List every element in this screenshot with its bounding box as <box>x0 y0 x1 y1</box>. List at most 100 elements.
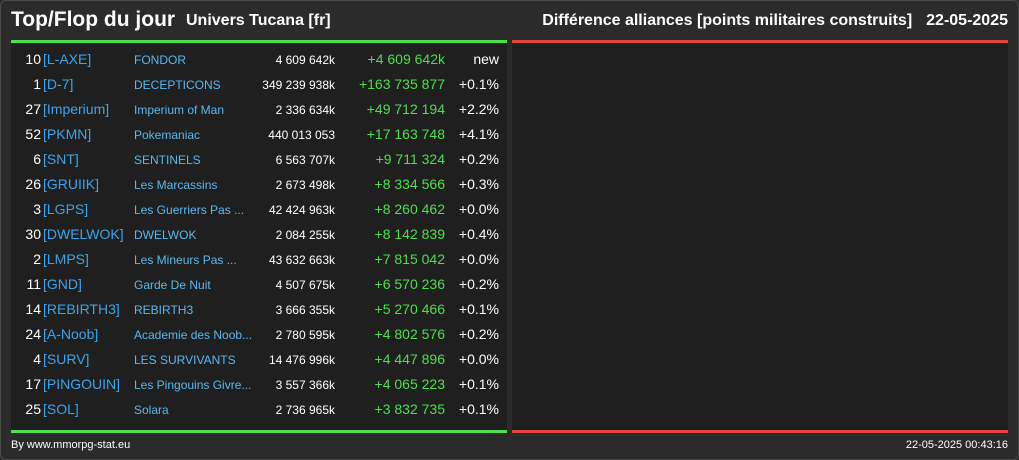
alliance-pct: +0.0% <box>458 351 499 367</box>
alliance-pct: +0.2% <box>458 326 499 342</box>
footer-timestamp: 22-05-2025 00:43:16 <box>905 439 1008 451</box>
alliance-tag[interactable]: [SNT] <box>43 151 79 167</box>
alliance-diff: +4 065 223 <box>374 376 445 392</box>
alliance-pct: +0.2% <box>458 151 499 167</box>
alliance-rank: 1 <box>33 76 41 92</box>
alliance-name[interactable]: LES SURVIVANTS <box>134 353 236 367</box>
alliance-name[interactable]: Les Pingouins Givre... <box>134 378 252 392</box>
alliance-pct: +0.3% <box>458 176 499 192</box>
alliance-points: 349 239 938k <box>262 78 335 92</box>
alliance-rank: 10 <box>25 51 41 67</box>
alliance-pct: +4.1% <box>458 126 499 142</box>
alliance-pct: +0.1% <box>458 76 499 92</box>
alliance-diff: +3 832 735 <box>374 401 445 417</box>
alliance-diff: +9 711 324 <box>375 151 445 167</box>
alliance-points: 3 557 366k <box>275 378 335 392</box>
table-row: 10 [L-AXE] FONDOR 4 609 642k +4 609 642k new <box>11 48 507 73</box>
alliance-rank: 4 <box>33 351 41 367</box>
alliance-rank: 11 <box>26 276 41 292</box>
alliance-tag[interactable]: [GND] <box>43 276 82 292</box>
alliance-tag[interactable]: [LMPS] <box>43 251 89 267</box>
top-list: 10 [L-AXE] FONDOR 4 609 642k +4 609 642k new 1… <box>11 48 507 423</box>
alliance-name[interactable]: SENTINELS <box>134 153 201 167</box>
alliance-name[interactable]: Pokemaniac <box>134 128 201 142</box>
alliance-name[interactable]: Imperium of Man <box>134 103 225 117</box>
table-row: 4 [SURV] LES SURVIVANTS 14 476 996k +4 447 8… <box>11 348 507 373</box>
alliance-tag[interactable]: [L-AXE] <box>43 51 92 67</box>
alliance-tag[interactable]: [PKMN] <box>43 126 92 142</box>
table-row: 17 [PINGOUIN] Les Pingouins Givre... 3 557 … <box>11 373 507 398</box>
alliance-diff: +163 735 877 <box>358 76 445 92</box>
alliance-tag[interactable]: [D-7] <box>43 76 74 92</box>
alliance-tag[interactable]: [LGPS] <box>43 201 89 217</box>
flop-panel <box>512 44 1008 430</box>
alliance-tag[interactable]: [PINGOUIN] <box>43 376 121 392</box>
alliance-pct: +0.0% <box>458 251 499 267</box>
alliance-pct: +0.2% <box>458 276 499 292</box>
universe-label: Univers Tucana [fr] <box>186 12 331 29</box>
table-row: 30 [DWELWOK] DWELWOK 2 084 255k +8 142 839 +0… <box>11 223 507 248</box>
alliance-points: 2 736 965k <box>275 403 335 417</box>
page-title: Top/Flop du jour <box>11 8 176 31</box>
table-row: 24 [A-Noob] Academie des Noob... 2 780 595k… <box>11 323 507 348</box>
alliance-points: 6 563 707k <box>275 153 335 167</box>
table-row: 6 [SNT] SENTINELS 6 563 707k +9 711 324 +0.2% <box>11 148 507 173</box>
table-row: 14 [REBIRTH3] REBIRTH3 3 666 355k +5 270 466… <box>11 298 507 323</box>
alliance-tag[interactable]: [Imperium] <box>43 101 110 117</box>
alliance-pct: +0.0% <box>458 201 499 217</box>
alliance-points: 2 336 634k <box>275 103 335 117</box>
alliance-name[interactable]: Academie des Noob... <box>134 328 253 342</box>
alliance-points: 4 507 675k <box>275 278 335 292</box>
alliance-diff: +7 815 042 <box>374 251 445 267</box>
alliance-name[interactable]: Les Mineurs Pas ... <box>134 253 237 267</box>
alliance-diff: +8 142 839 <box>374 226 445 242</box>
alliance-diff: +4 609 642k <box>367 51 445 67</box>
footer-source[interactable]: By www.mmorpg-stat.eu <box>11 439 131 451</box>
alliance-name[interactable]: Garde De Nuit <box>134 278 211 292</box>
ranking-date: 22-05-2025 <box>926 12 1008 29</box>
alliance-diff: +4 447 896 <box>374 351 445 367</box>
alliance-diff: +17 163 748 <box>366 126 445 142</box>
alliance-rank: 26 <box>25 176 41 192</box>
alliance-name[interactable]: Les Guerriers Pas ... <box>134 203 245 217</box>
alliance-diff: +4 802 576 <box>374 326 445 342</box>
alliance-rank: 27 <box>25 101 41 117</box>
alliance-points: 2 780 595k <box>275 328 335 342</box>
alliance-tag[interactable]: [SURV] <box>43 351 90 367</box>
alliance-rank: 3 <box>33 201 41 217</box>
alliance-diff: +8 260 462 <box>374 201 445 217</box>
alliance-tag[interactable]: [GRUIIK] <box>43 176 100 192</box>
alliance-diff: +5 270 466 <box>374 301 445 317</box>
alliance-points: 14 476 996k <box>268 353 335 367</box>
alliance-rank: 24 <box>25 326 41 342</box>
alliance-rank: 52 <box>25 126 41 142</box>
flop-panel-accent-bottom <box>512 430 1008 433</box>
alliance-name[interactable]: DWELWOK <box>134 228 197 242</box>
alliance-points: 43 632 663k <box>268 253 335 267</box>
alliance-diff: +49 712 194 <box>366 101 445 117</box>
alliance-name[interactable]: Solara <box>134 403 169 417</box>
alliance-tag[interactable]: [DWELWOK] <box>43 226 124 242</box>
alliance-points: 3 666 355k <box>275 303 335 317</box>
alliance-name[interactable]: REBIRTH3 <box>134 303 194 317</box>
alliance-pct: +0.4% <box>458 226 499 242</box>
alliance-rank: 14 <box>25 301 41 317</box>
table-row: 27 [Imperium] Imperium of Man 2 336 634k +49… <box>11 98 507 123</box>
alliance-name[interactable]: Les Marcassins <box>134 178 218 192</box>
alliance-name[interactable]: DECEPTICONS <box>134 78 221 92</box>
ranking-header: Différence alliances [points militaires … <box>542 12 1008 30</box>
alliance-points: 2 084 255k <box>275 228 335 242</box>
alliance-tag[interactable]: [SOL] <box>43 401 79 417</box>
alliance-name[interactable]: FONDOR <box>134 53 186 67</box>
alliance-rank: 6 <box>33 151 41 167</box>
alliance-diff: +8 334 566 <box>374 176 445 192</box>
alliance-tag[interactable]: [REBIRTH3] <box>43 301 120 317</box>
alliance-tag[interactable]: [A-Noob] <box>43 326 99 342</box>
alliance-rank: 25 <box>25 401 41 417</box>
alliance-points: 2 673 498k <box>275 178 335 192</box>
alliance-pct: +0.1% <box>458 301 499 317</box>
alliance-rank: 2 <box>33 251 41 267</box>
table-row: 1 [D-7] DECEPTICONS 349 239 938k +163 735 87… <box>11 73 507 98</box>
alliance-pct: +2.2% <box>458 101 499 117</box>
alliance-points: 440 013 053 <box>268 128 335 142</box>
